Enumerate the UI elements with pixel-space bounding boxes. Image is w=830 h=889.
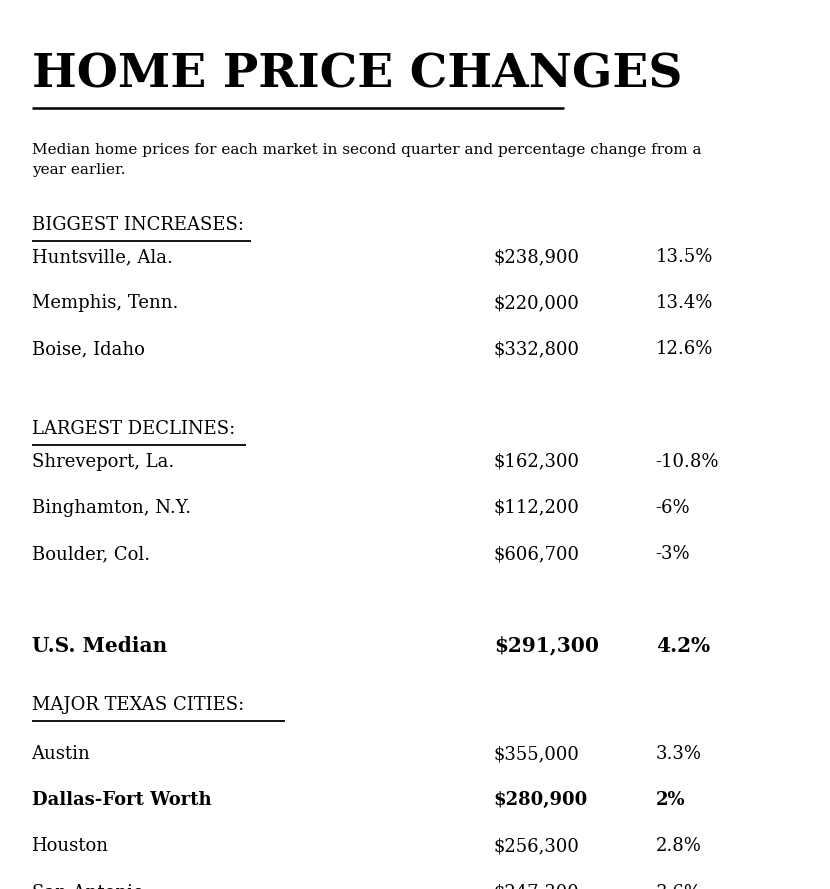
Text: 2.8%: 2.8% [656,837,701,855]
Text: 3.6%: 3.6% [656,884,701,889]
Text: $162,300: $162,300 [494,453,580,470]
Text: 2%: 2% [656,791,686,809]
Text: U.S. Median: U.S. Median [32,636,167,655]
Text: $355,000: $355,000 [494,745,579,763]
Text: Austin: Austin [32,745,90,763]
Text: $256,300: $256,300 [494,837,579,855]
Text: 4.2%: 4.2% [656,636,710,655]
Text: -6%: -6% [656,499,691,517]
Text: Dallas-Fort Worth: Dallas-Fort Worth [32,791,211,809]
Text: LARGEST DECLINES:: LARGEST DECLINES: [32,420,235,438]
Text: 12.6%: 12.6% [656,340,713,358]
Text: $291,300: $291,300 [494,636,599,655]
Text: San Antonio: San Antonio [32,884,144,889]
Text: 13.5%: 13.5% [656,248,713,266]
Text: Boulder, Col.: Boulder, Col. [32,545,149,563]
Text: Boise, Idaho: Boise, Idaho [32,340,144,358]
Text: Huntsville, Ala.: Huntsville, Ala. [32,248,173,266]
Text: Memphis, Tenn.: Memphis, Tenn. [32,294,178,312]
Text: $238,900: $238,900 [494,248,580,266]
Text: 13.4%: 13.4% [656,294,713,312]
Text: -10.8%: -10.8% [656,453,720,470]
Text: Shreveport, La.: Shreveport, La. [32,453,173,470]
Text: $112,200: $112,200 [494,499,579,517]
Text: $247,300: $247,300 [494,884,579,889]
Text: Binghamton, N.Y.: Binghamton, N.Y. [32,499,191,517]
Text: BIGGEST INCREASES:: BIGGEST INCREASES: [32,216,243,234]
Text: HOME PRICE CHANGES: HOME PRICE CHANGES [32,52,682,98]
Text: Houston: Houston [32,837,109,855]
Text: Median home prices for each market in second quarter and percentage change from : Median home prices for each market in se… [32,143,701,177]
Text: $280,900: $280,900 [494,791,588,809]
Text: -3%: -3% [656,545,691,563]
Text: $220,000: $220,000 [494,294,579,312]
Text: MAJOR TEXAS CITIES:: MAJOR TEXAS CITIES: [32,696,244,714]
Text: $606,700: $606,700 [494,545,580,563]
Text: $332,800: $332,800 [494,340,580,358]
Text: 3.3%: 3.3% [656,745,701,763]
